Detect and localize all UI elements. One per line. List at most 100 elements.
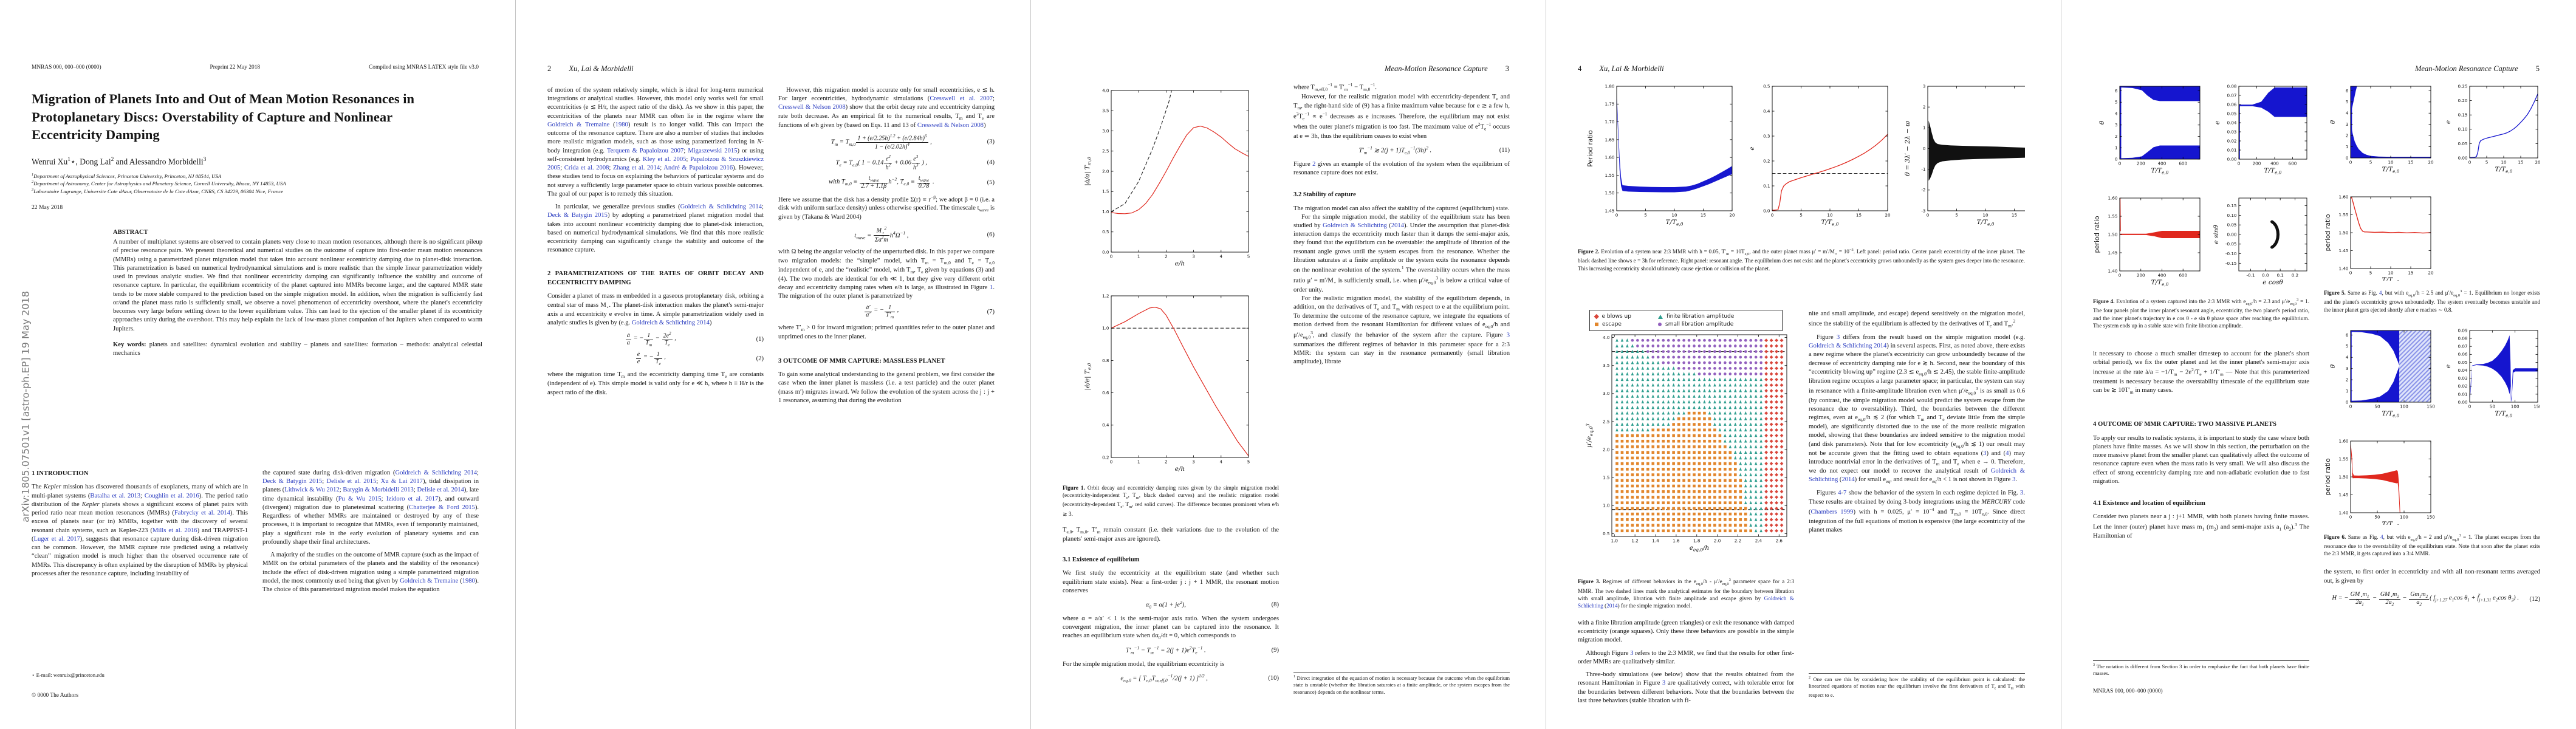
citation-link[interactable]: Cresswell & Nelson 2008 (778, 104, 846, 111)
citation-link[interactable]: Chatterjee & Ford 2015 (409, 504, 475, 511)
citation-link[interactable]: Migaszewski 2015 (688, 147, 738, 154)
svg-text:200: 200 (2253, 161, 2261, 166)
svg-text:15: 15 (1856, 213, 1862, 218)
citation-link[interactable]: Goldreich & Schlichting (1809, 468, 2026, 484)
citation-link[interactable]: Goldreich & Schlichting (1323, 222, 1387, 229)
citation-link[interactable]: Deck & Batygin 2015 (547, 212, 608, 219)
citation-link[interactable]: 1 (990, 284, 993, 291)
citation-link[interactable]: 4 (2380, 533, 2383, 540)
citation-link[interactable]: Terquem & Papaloizou 2007 (606, 147, 684, 154)
citation-link[interactable]: Crida et al. 2008 (564, 165, 609, 172)
citation-link[interactable]: Goldreich & Schlichting 2014 (631, 319, 710, 326)
submission-date: 22 May 2018 (32, 204, 63, 211)
abstract-heading: ABSTRACT (113, 229, 148, 236)
legend-item: finite libration amplitude (1658, 313, 1777, 320)
citation-link[interactable]: Batalha et al. 2013 (90, 492, 141, 499)
citation-link[interactable]: Cresswell et al. 2007 (930, 95, 993, 103)
citation-link[interactable]: Delisle et al. 2015 (326, 478, 377, 485)
citation-link[interactable]: 3 (1662, 680, 1666, 687)
svg-text:400: 400 (2270, 161, 2279, 166)
svg-text:T/Te,0: T/Te,0 (1821, 219, 1839, 227)
svg-text:-0.05: -0.05 (2225, 241, 2237, 247)
paragraph: For the simple migration model, the equi… (1063, 660, 1225, 668)
citation-link[interactable]: Izidoro et al. 2017 (386, 495, 439, 502)
svg-text:1.0: 1.0 (1102, 326, 1109, 331)
citation-link[interactable]: Lithwick & Wu 2012 (284, 487, 340, 494)
page3-running-head: Mean-Motion Resonance Capture 3 (1063, 64, 1509, 74)
citation-link[interactable]: Goldreich & Tremaine (400, 577, 459, 584)
svg-text:T/Te,0: T/Te,0 (2495, 166, 2513, 174)
citation-link[interactable]: Zhang et al. 2014 (613, 165, 660, 172)
page-number: 2 (547, 64, 552, 73)
citation-link[interactable]: 7 (1843, 490, 1847, 497)
citation-link[interactable]: Mills et al. 2016 (152, 527, 197, 534)
citation-link[interactable]: Batygin & Morbidelli 2013 (343, 487, 414, 494)
citation-link[interactable]: 4 (2379, 290, 2382, 296)
citation-link[interactable]: Goldreich & Schlichting 2014 (680, 204, 762, 211)
svg-text:0.00: 0.00 (2458, 155, 2467, 160)
svg-text:0.6: 0.6 (1102, 390, 1109, 395)
citation-link[interactable]: 2014 (1841, 476, 1855, 484)
svg-text:0.3: 0.3 (1763, 133, 1770, 139)
citation-link[interactable]: 2 (1312, 160, 1316, 168)
citation-link[interactable]: Luger et al. 2017 (33, 535, 80, 542)
citation-link[interactable]: Coughlin et al. 2016 (144, 492, 199, 499)
svg-text:1.60: 1.60 (2338, 438, 2348, 443)
svg-text:2: 2 (2346, 377, 2349, 382)
svg-text:1.60: 1.60 (1605, 155, 1614, 160)
citation-link[interactable]: Goldreich & Schlichting 2014 (1809, 343, 1887, 350)
page-number: 5 (2535, 64, 2540, 73)
svg-text:0: 0 (2468, 160, 2472, 165)
svg-text:400: 400 (2158, 273, 2167, 278)
svg-text:1.50: 1.50 (1605, 190, 1614, 196)
citation-link[interactable]: 2014 (1606, 602, 1618, 609)
paragraph: To apply our results to realistic system… (2093, 434, 2309, 485)
svg-text:-0.1: -0.1 (2246, 273, 2255, 278)
figure-1: 0 1 2 3 4 5 0.0 0.5 1.0 1.5 2.0 2.5 3.0 3.5 4.0 e/h |ȧ/a… (1063, 82, 1279, 518)
citation-link[interactable]: 3 (2012, 476, 2016, 484)
svg-text:1.40: 1.40 (2108, 268, 2117, 273)
citation-link[interactable]: 4 (2006, 450, 2009, 457)
svg-text:0.20: 0.20 (2458, 98, 2467, 103)
svg-text:period ratio: period ratio (2324, 214, 2332, 252)
citation-link[interactable]: 3 (1836, 334, 1840, 341)
affiliations: 1Department of Astrophysical Sciences, P… (32, 173, 469, 195)
svg-text:2.5: 2.5 (1102, 148, 1109, 154)
citation-link[interactable]: Goldreich & Schlichting 2014 (395, 470, 478, 476)
citation-link[interactable]: Chambers 1999 (1810, 508, 1854, 516)
svg-text:0: 0 (2468, 403, 2472, 409)
citation-link[interactable]: 3 (2020, 490, 2024, 497)
section-4-heading: 4 OUTCOME OF MMR CAPTURE: TWO MASSIVE PL… (2093, 420, 2276, 428)
section-3-1-heading: 3.1 Existence of equilibrium (1063, 556, 1140, 564)
citation-link[interactable]: 1980 (462, 577, 475, 584)
svg-text:1.45: 1.45 (1605, 208, 1614, 213)
citation-link[interactable]: 2014 (1391, 222, 1404, 229)
citation-link[interactable]: 4 (1838, 490, 1841, 497)
citation-link[interactable]: Kley et al. 2005 (643, 156, 687, 163)
running-title: Xu, Lai & Morbidelli (1599, 64, 1664, 73)
citation-link[interactable]: Goldreich & Tremaine (547, 121, 610, 128)
citation-link[interactable]: Fabrycky et al. 2014 (174, 510, 230, 517)
paper-title: Migration of Planets Into and Out of Mea… (32, 91, 414, 143)
citation-link[interactable]: 3 (1630, 649, 1634, 657)
citation-link[interactable]: Cresswell & Nelson 2008 (917, 122, 984, 129)
citation-link[interactable]: Papaloizou & Szuszkiewicz 2005 (547, 156, 764, 172)
svg-text:0.0: 0.0 (1763, 208, 1770, 213)
citation-link[interactable]: Goldreich & Schlichting (1578, 595, 1794, 609)
svg-text:0: 0 (2115, 156, 2118, 162)
citation-link[interactable]: 1980 (615, 121, 628, 128)
citation-link[interactable]: Deck & Batygin 2015 (262, 478, 323, 485)
citation-link[interactable]: André & Papaloizou 2016 (663, 165, 733, 172)
citation-link[interactable]: Delisle et al. 2014 (417, 487, 464, 494)
citation-link[interactable]: 3 (1506, 332, 1510, 339)
legend-label: escape (1602, 321, 1622, 328)
svg-text:0.0: 0.0 (2262, 273, 2269, 278)
citation-link[interactable]: Pu & Wu 2015 (338, 495, 382, 502)
citation-link[interactable]: Xu & Lai 2017 (380, 478, 423, 485)
svg-text:0.04: 0.04 (2458, 368, 2467, 373)
svg-text:0.00: 0.00 (2227, 156, 2236, 162)
equation-10: eeq,0 = [ Te,0Tm,eff,0−1/2(j + 1) ]1/2 ,… (1120, 673, 1279, 683)
citation-link[interactable]: 3 (1983, 450, 1987, 457)
svg-text:5: 5 (2115, 100, 2118, 105)
svg-text:5: 5 (1247, 459, 1250, 465)
